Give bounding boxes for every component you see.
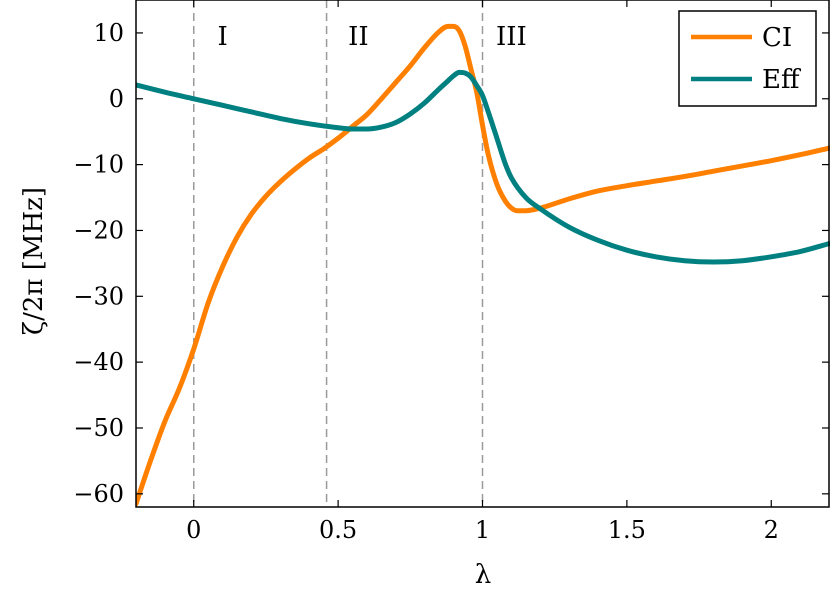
region-dividers	[193, 0, 484, 507]
region-label-2: III	[496, 22, 527, 52]
legend: CI Eff	[678, 10, 817, 107]
x-tick-label: 0	[186, 516, 201, 544]
x-tick-label: 0.5	[319, 516, 357, 544]
region-labels: I II III	[217, 22, 526, 52]
y-tick-label: 0	[109, 85, 124, 113]
y-tick-label: −30	[73, 282, 124, 310]
series-line-eff	[136, 69, 830, 265]
series-lines	[136, 23, 830, 507]
y-tick-label: −40	[73, 348, 124, 376]
x-tick-label: 1.5	[608, 516, 646, 544]
x-axis-label: λ	[475, 560, 491, 590]
y-tick-label: 10	[93, 19, 124, 47]
y-tick-label: −10	[73, 151, 124, 179]
legend-box	[678, 10, 817, 107]
region-label-0: I	[217, 22, 227, 52]
legend-label-eff: Eff	[762, 65, 802, 95]
x-tick-label: 2	[764, 516, 779, 544]
series-line-ci	[136, 23, 830, 507]
x-tick-label: 1	[475, 516, 490, 544]
legend-label-ci: CI	[762, 23, 792, 53]
region-label-1: II	[348, 22, 369, 52]
y-tick-label: −60	[73, 480, 124, 508]
y-axis-label: ζ/2π [MHz]	[19, 187, 49, 335]
y-tick-label: −20	[73, 216, 124, 244]
y-tick-label: −50	[73, 414, 124, 442]
axis-ticks: 0 0.5 1 1.5 2 10 0 −10 −20 −30 −40 −50 −60	[73, 0, 829, 544]
